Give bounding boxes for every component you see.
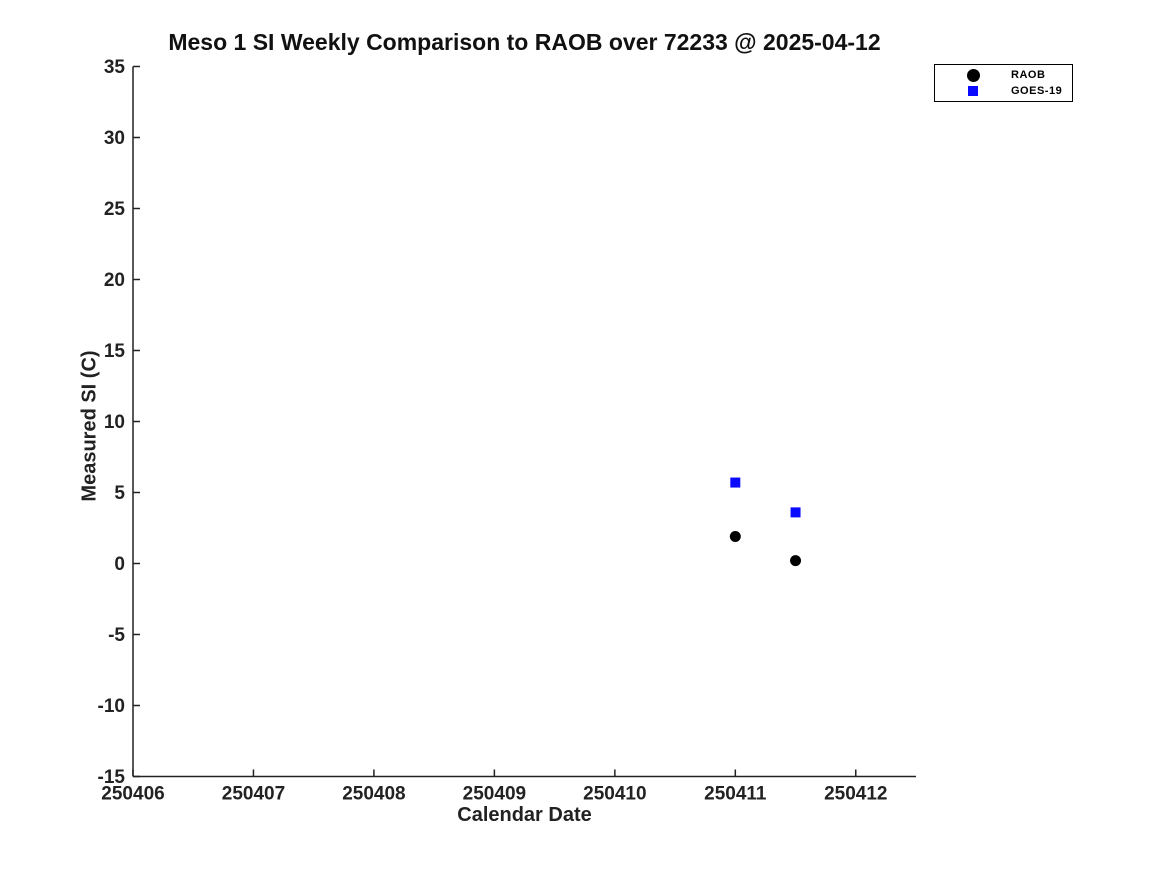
y-tick-label: 10 xyxy=(104,412,125,433)
chart-title: Meso 1 SI Weekly Comparison to RAOB over… xyxy=(168,29,881,55)
data-point-raob xyxy=(729,531,741,543)
legend-entry-raob: RAOB xyxy=(935,67,1072,83)
legend-marker-column xyxy=(935,68,1011,82)
y-tick-label: -5 xyxy=(108,625,125,646)
x-tick-label: 250411 xyxy=(704,784,767,805)
y-tick-label: 0 xyxy=(114,554,125,575)
x-tick-label: 250412 xyxy=(824,784,887,805)
data-point-raob xyxy=(790,555,802,567)
x-axis-label: Calendar Date xyxy=(457,804,592,826)
x-tick-label: 250406 xyxy=(101,784,164,805)
x-tick-label: 250410 xyxy=(583,784,646,805)
square-marker-icon xyxy=(968,86,978,96)
y-tick-label: 35 xyxy=(104,57,126,78)
legend-label-raob: RAOB xyxy=(1011,69,1046,81)
y-tick-label: 25 xyxy=(104,199,126,220)
legend-entry-goes-19: GOES-19 xyxy=(935,83,1072,99)
data-point-goes-19 xyxy=(790,507,801,518)
x-tick-label: 250408 xyxy=(342,784,405,805)
y-tick-label: -15 xyxy=(98,767,126,788)
data-point-goes-19 xyxy=(730,477,741,488)
legend-label-goes-19: GOES-19 xyxy=(1011,85,1063,97)
y-tick-label: 15 xyxy=(104,341,126,362)
legend-marker-column xyxy=(935,86,1011,96)
y-tick-label: -10 xyxy=(98,696,125,717)
y-tick-label: 20 xyxy=(104,270,125,291)
chart-legend: RAOB GOES-19 xyxy=(934,64,1073,102)
x-tick-label: 250409 xyxy=(463,784,526,805)
circle-marker-icon xyxy=(966,68,980,82)
x-tick-label: 250407 xyxy=(222,784,285,805)
y-tick-label: 30 xyxy=(104,128,125,149)
y-tick-label: 5 xyxy=(114,483,125,504)
y-axis-label: Measured SI (C) xyxy=(78,350,101,502)
